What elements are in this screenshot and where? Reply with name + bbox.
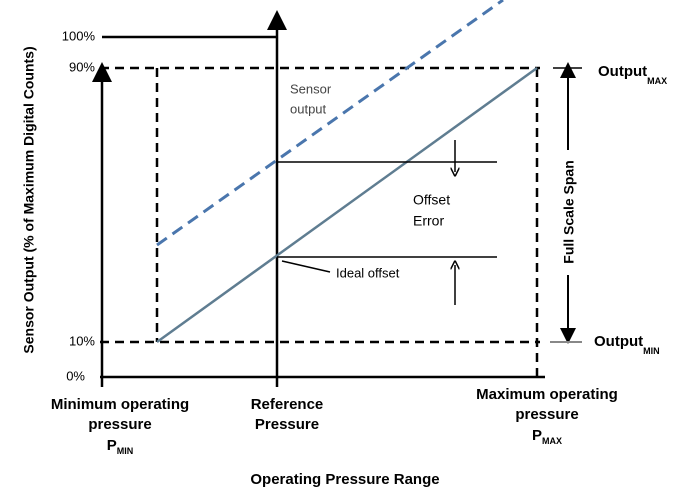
y-tick-label: 90%	[69, 59, 95, 74]
annotation: Sensor	[290, 81, 332, 96]
annotation: Ideal offset	[336, 265, 400, 280]
x-label: Maximum operating	[476, 386, 618, 403]
ideal-line	[156, 66, 538, 344]
x-label: Reference	[251, 396, 324, 413]
y-tick-label: 10%	[69, 333, 95, 348]
subscript: MIN	[643, 346, 660, 356]
subscript: MIN	[117, 446, 134, 456]
x-axis-label: Operating Pressure Range	[250, 471, 439, 488]
x-label: Minimum operating	[51, 396, 189, 413]
label: Output	[594, 333, 643, 350]
annotation: Full Scale Span	[561, 160, 577, 263]
annotation: Error	[413, 213, 444, 229]
axes	[92, 10, 545, 387]
output-max: OutputMAX	[598, 63, 667, 86]
x-label: PMAX	[532, 427, 562, 446]
offset-lines	[277, 62, 582, 344]
annotation: output	[290, 101, 327, 116]
label: Output	[598, 63, 647, 80]
y-axis-label: Sensor Output (% of Maximum Digital Coun…	[21, 46, 37, 353]
x-label: Pressure	[255, 416, 319, 433]
output-min: OutputMIN	[594, 333, 660, 356]
x-label: pressure	[88, 416, 151, 433]
x-label: pressure	[515, 406, 578, 423]
symbol: P	[107, 437, 117, 454]
subscript: MAX	[647, 76, 667, 86]
subscript: MAX	[542, 436, 562, 446]
dashed-lines	[100, 66, 540, 377]
y-tick-label: 100%	[62, 28, 96, 43]
y-tick-label: 0%	[66, 368, 85, 383]
annotation: Offset	[413, 192, 450, 208]
sensor-line	[156, 0, 504, 247]
x-label: PMIN	[107, 437, 134, 456]
symbol: P	[532, 427, 542, 444]
